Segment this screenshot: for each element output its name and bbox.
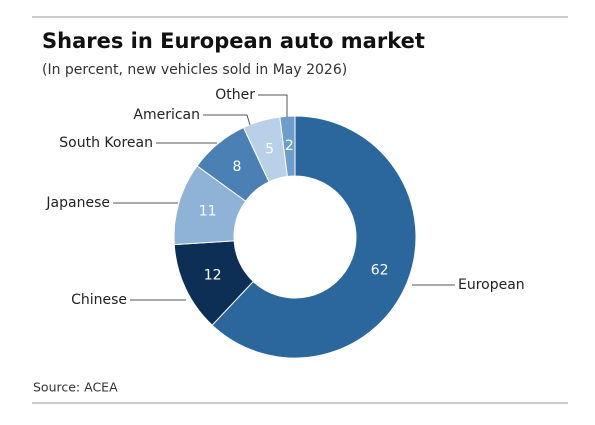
chart-subtitle: (In percent, new vehicles sold in May 20… [42,62,347,78]
category-label: American [133,107,200,123]
category-label: European [458,277,525,293]
slice [279,115,296,178]
value-label: 5 [265,142,274,158]
value-label: 62 [371,262,389,278]
leader-line [258,94,288,117]
leader-line [203,114,251,126]
source: Source: ACEA [33,380,118,395]
category-label: Chinese [71,292,127,308]
value-label: 2 [285,138,294,154]
category-label: Other [215,87,255,103]
slice [211,115,417,359]
value-label: 12 [204,268,222,284]
category-label: Japanese [45,195,110,211]
value-label: 11 [199,204,217,220]
value-label: 8 [233,159,242,175]
category-label: South Korean [59,135,153,151]
chart-title: Shares in European auto market [42,29,425,53]
